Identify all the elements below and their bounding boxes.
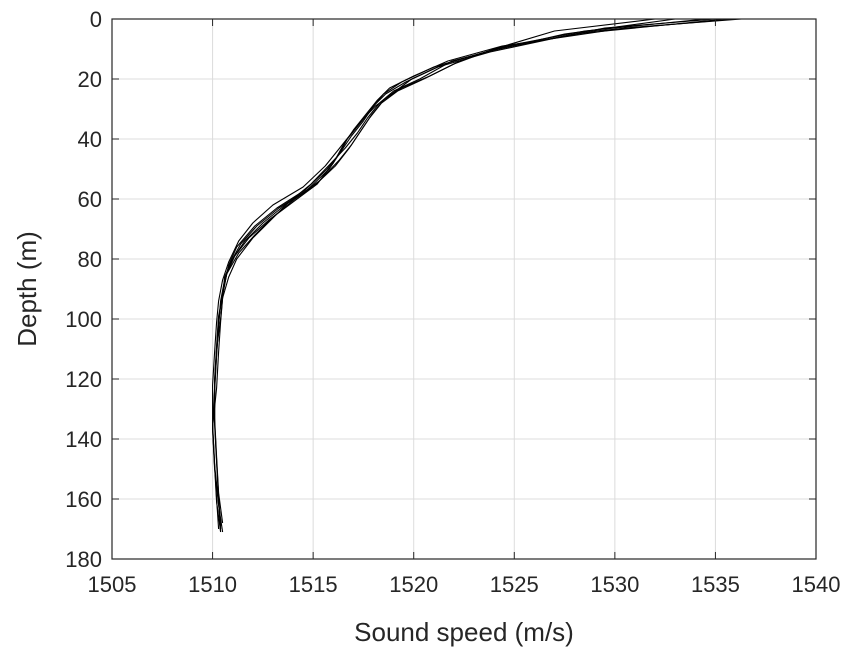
y-tick-label: 20 [78,67,102,92]
plot-area [112,19,816,559]
series-lines [212,18,742,533]
y-tick-label: 40 [78,127,102,152]
sound-speed-profile-line-5 [212,18,706,530]
plot-frame [111,18,817,560]
x-tick-label: 1540 [792,572,841,597]
y-axis-label: Depth (m) [12,231,42,347]
x-tick-label: 1515 [289,572,338,597]
x-tick-label: 1535 [691,572,740,597]
x-tick-label: 1510 [188,572,237,597]
y-tick-label: 120 [65,367,102,392]
sound-speed-profile-line-7 [214,18,656,524]
x-axis-ticks: 1505 1510 1515 1520 1525 1530 1535 1540 [88,19,841,597]
x-tick-label: 1530 [590,572,639,597]
y-tick-label: 100 [65,307,102,332]
y-tick-label: 60 [78,187,102,212]
y-tick-label: 80 [78,247,102,272]
x-axis-label: Sound speed (m/s) [354,617,574,647]
y-tick-label: 140 [65,427,102,452]
y-tick-label: 180 [65,547,102,572]
y-tick-label: 160 [65,487,102,512]
y-tick-label: 0 [90,7,102,32]
x-tick-label: 1505 [88,572,137,597]
x-tick-label: 1520 [389,572,438,597]
x-tick-label: 1525 [490,572,539,597]
y-axis-ticks: 0 20 40 60 80 100 120 140 160 180 [65,7,816,572]
